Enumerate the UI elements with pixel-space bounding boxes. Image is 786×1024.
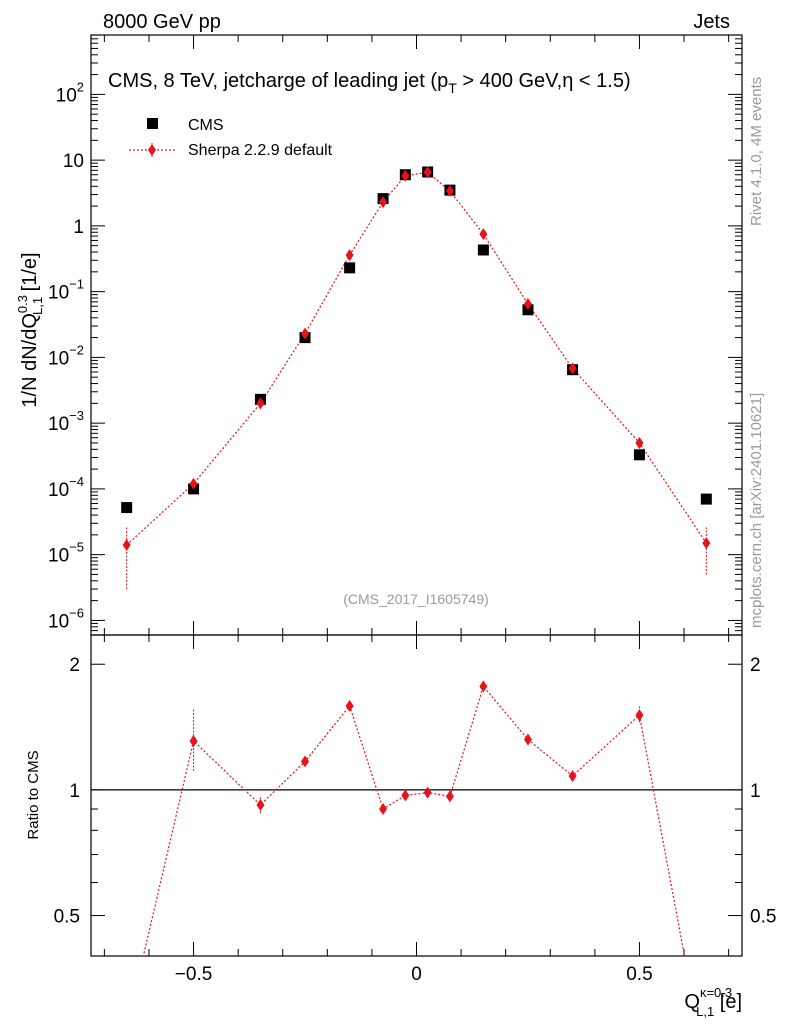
main-y-axis-label: 1/N dN/dQ0.3L,1 [1/e] [15,252,45,407]
ratio-panel: 0.5 0.5 1 1 2 2 −0.5 0 0.5 Ratio to CMS Qκ=0.3 L… [25,634,777,1019]
sherpa-point [401,169,410,182]
ratio-x-ticks: −0.5 0 0.5 [103,635,730,985]
sherpa-point [122,539,131,552]
legend-sherpa-marker [148,144,156,156]
cms-point [633,449,645,461]
sherpa-point [479,228,488,241]
ratio-point [256,799,265,812]
mcplots-label: mcplots.cern.ch [arXiv:2401.10621] [748,393,765,628]
main-series [121,166,712,590]
ratio-point [345,699,354,712]
ratio-point [568,769,577,782]
main-panel: 10−6 10−5 10−4 10−3 10−2 10−1 1 10 102 CMS, 8 Te… [15,34,743,636]
sherpa-point [523,297,532,310]
legend-sherpa-label: Sherpa 2.2.9 default [188,142,333,159]
main-y-tick-label: 102 [56,79,84,106]
cms-point [477,244,489,256]
sherpa-point [301,327,310,340]
ratio-y-tick-label-right: 0.5 [750,907,776,928]
main-y-tick-label: 1 [73,217,84,238]
ratio-y-axis-label: Ratio to CMS [25,750,42,839]
ratio-x-tick-label: 0 [411,964,422,985]
ratio-y-tick-label: 0.5 [54,907,80,928]
ratio-series [142,680,686,956]
sherpa-point [423,166,432,179]
ratio-y-ticks: 0.5 0.5 1 1 2 2 [54,655,777,927]
main-y-tick-label: 10−3 [48,408,84,435]
ratio-point [523,733,532,746]
sherpa-point [256,397,265,410]
ratio-point [189,734,198,747]
ratio-x-tick-label: 0.5 [626,964,652,985]
chart-title: CMS, 8 TeV, jetcharge of leading jet (pT… [108,70,631,96]
legend-cms-marker [147,118,158,129]
main-y-tick-label: 10−2 [48,342,84,369]
sherpa-point [379,196,388,209]
ratio-point [301,755,310,768]
cms-point [121,502,133,514]
sherpa-point [445,184,454,197]
main-y-tick-label: 10−4 [48,474,84,501]
ratio-point [479,680,488,693]
ratio-point [379,802,388,815]
x-axis-label: Qκ=0.3 L,1 [e] [684,985,742,1019]
ratio-y-tick-label: 2 [69,655,80,676]
sherpa-point [568,362,577,375]
cms-point [700,493,712,505]
ratio-line [142,685,686,956]
sherpa-point [189,477,198,490]
main-y-tick-label: 10−1 [48,277,84,304]
ratio-point [445,790,454,803]
ratio-point [401,789,410,802]
legend: CMS Sherpa 2.2.9 default [129,117,333,159]
ratio-series-clipped [142,680,686,956]
header-right: Jets [693,11,730,33]
ratio-x-tick-label: −0.5 [175,964,213,985]
ratio-y-tick-label: 1 [69,781,80,802]
sherpa-line [126,171,707,546]
analysis-id: (CMS_2017_I1605749) [343,591,489,607]
sherpa-point [702,537,711,550]
ratio-y-tick-label-right: 1 [750,781,761,802]
rivet-label: Rivet 4.1.0, 4M events [748,77,765,226]
header-left: 8000 GeV pp [103,11,221,33]
main-y-tick-label: 10 [63,151,84,172]
ratio-point [423,786,432,799]
legend-cms-label: CMS [188,117,224,134]
ratio-frame [90,634,743,957]
cms-point [344,262,356,274]
ratio-point [635,709,644,722]
main-x-ticks [103,35,730,635]
main-y-tick-label: 10−5 [48,540,84,567]
main-y-tick-label: 10−6 [48,605,84,632]
main-y-ticks: 10−6 10−5 10−4 10−3 10−2 10−1 1 10 102 [48,34,742,636]
ratio-y-tick-label-right: 2 [750,655,761,676]
sherpa-point [635,436,644,449]
sherpa-point [345,249,354,262]
